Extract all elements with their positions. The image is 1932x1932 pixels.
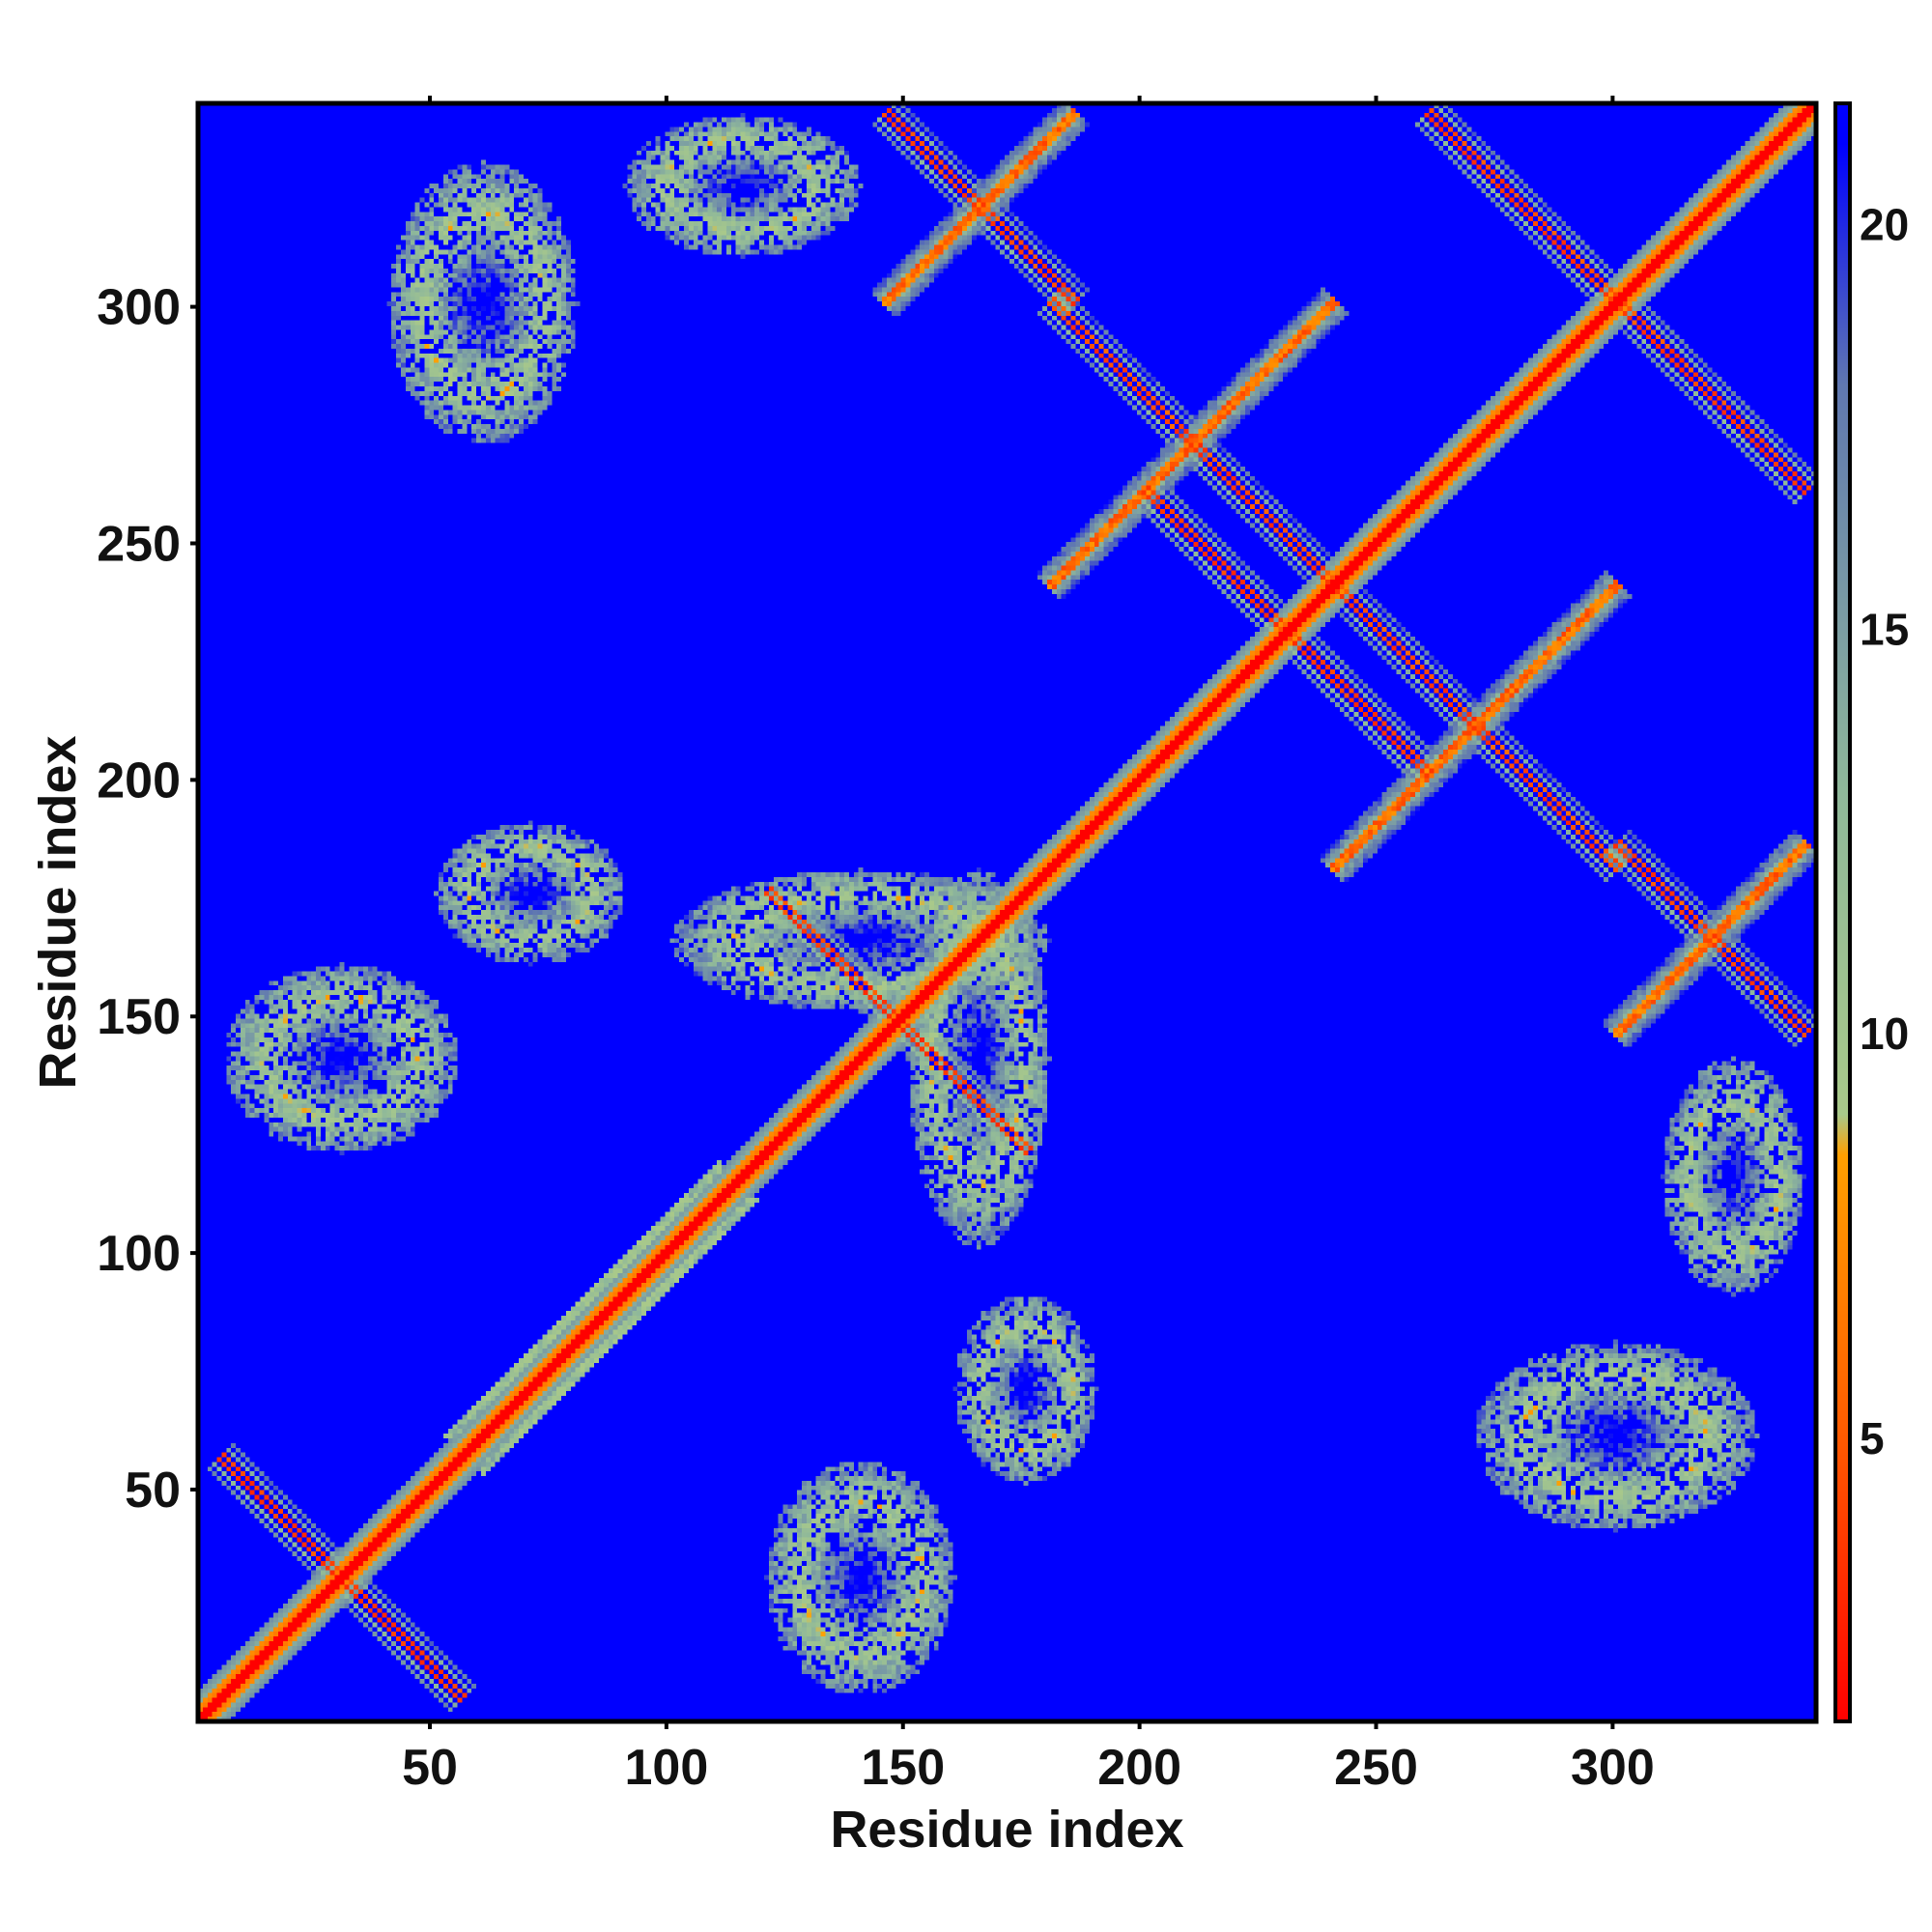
y-axis-title: Residue index — [29, 735, 87, 1089]
y-tick-label: 100 — [97, 1226, 181, 1282]
y-tick-label: 300 — [97, 280, 181, 336]
x-tick-label: 50 — [402, 1740, 458, 1796]
x-tick-label: 200 — [1097, 1740, 1181, 1796]
y-tick-label: 50 — [125, 1463, 181, 1519]
x-axis-title: Residue index — [830, 1801, 1183, 1859]
y-tick-label: 250 — [97, 516, 181, 572]
y-tick-label: 200 — [97, 753, 181, 809]
x-tick-label: 250 — [1334, 1740, 1418, 1796]
distance-heatmap — [198, 103, 1816, 1721]
x-tick-label: 100 — [624, 1740, 708, 1796]
colorbar-tick-label: 10 — [1860, 1009, 1909, 1059]
colorbar-tick-label: 15 — [1860, 604, 1909, 654]
colorbar-ticks: 5 10 15 20 — [1860, 200, 1909, 1463]
x-tick-label: 150 — [861, 1740, 945, 1796]
heatmap-image — [198, 103, 1816, 1721]
x-axis-ticks: 50 100 150 200 250 300 — [402, 96, 1655, 1796]
colorbar-tick-label: 20 — [1860, 200, 1909, 250]
y-axis-ticks: 50 100 150 200 250 300 — [97, 280, 198, 1519]
x-tick-label: 300 — [1571, 1740, 1655, 1796]
plot-frame — [195, 100, 1819, 1724]
colorbar-tick-label: 5 — [1860, 1413, 1885, 1463]
colorbar — [1833, 101, 1852, 1723]
y-tick-label: 150 — [97, 989, 181, 1045]
